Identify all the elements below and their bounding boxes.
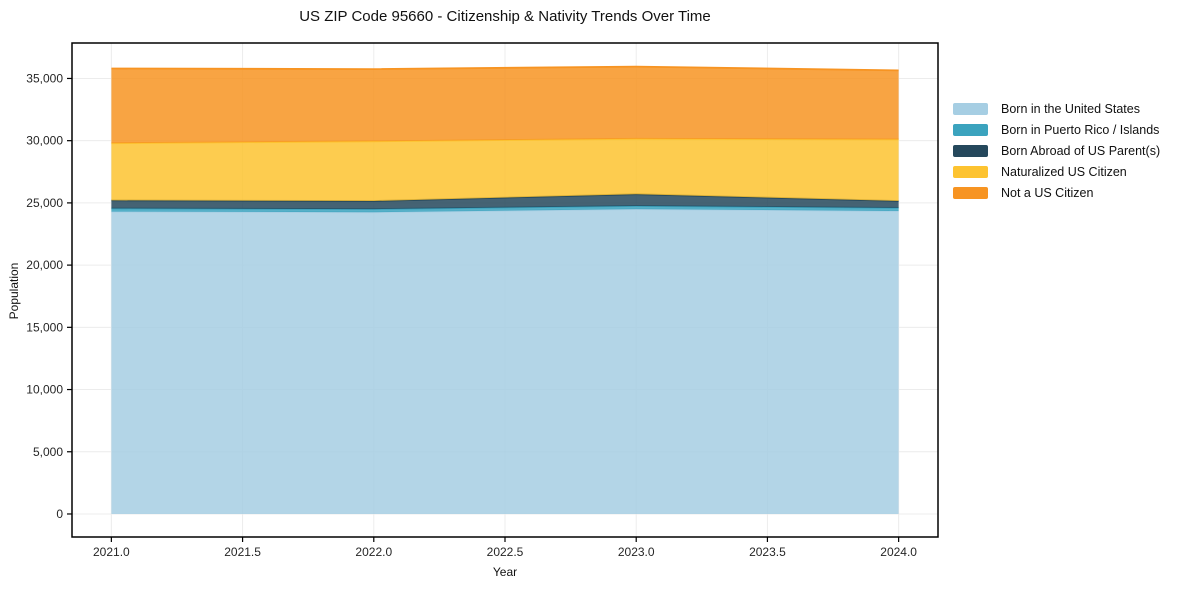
y-tick-label: 30,000 bbox=[26, 134, 63, 148]
area-band-0 bbox=[111, 209, 899, 514]
legend-label: Born in the United States bbox=[1001, 101, 1140, 116]
area-band-1 bbox=[111, 206, 899, 213]
x-tick-label: 2023.0 bbox=[618, 545, 655, 559]
y-tick-label: 15,000 bbox=[26, 320, 63, 334]
y-tick-label: 10,000 bbox=[26, 383, 63, 397]
y-tick-label: 20,000 bbox=[26, 258, 63, 272]
legend-swatch bbox=[953, 186, 988, 199]
x-tick-label: 2022.5 bbox=[487, 545, 524, 559]
legend-item: Born in Puerto Rico / Islands bbox=[953, 122, 1160, 137]
y-tick-label: 35,000 bbox=[26, 71, 63, 85]
legend-swatch bbox=[953, 102, 988, 115]
legend-item: Not a US Citizen bbox=[953, 185, 1160, 200]
area-series bbox=[111, 65, 899, 514]
area-band-3 bbox=[111, 138, 899, 201]
legend: Born in the United States Born in Puerto … bbox=[953, 101, 1161, 200]
legend-item: Born Abroad of US Parent(s) bbox=[953, 143, 1161, 158]
legend-label: Naturalized US Citizen bbox=[1001, 164, 1127, 179]
legend-swatch bbox=[953, 165, 988, 178]
x-tick-label: 2021.5 bbox=[224, 545, 261, 559]
x-tick-label: 2021.0 bbox=[93, 545, 130, 559]
area-edge-4 bbox=[111, 65, 899, 72]
legend-label: Not a US Citizen bbox=[1001, 185, 1094, 200]
x-tick-label: 2022.0 bbox=[355, 545, 392, 559]
area-band-2 bbox=[111, 194, 899, 210]
legend-swatch bbox=[953, 144, 988, 157]
y-axis-label: Population bbox=[7, 262, 21, 320]
legend-swatch bbox=[953, 123, 988, 136]
y-tick-label: 25,000 bbox=[26, 196, 63, 210]
area-band-4 bbox=[111, 66, 899, 144]
x-tick-label: 2023.5 bbox=[749, 545, 786, 559]
y-tick-label: 5,000 bbox=[33, 445, 63, 459]
legend-label: Born in Puerto Rico / Islands bbox=[1001, 122, 1160, 137]
y-tick-label: 0 bbox=[56, 507, 63, 521]
legend-item: Born in the United States bbox=[953, 101, 1160, 116]
x-axis-label: Year bbox=[492, 565, 518, 579]
legend-label: Born Abroad of US Parent(s) bbox=[1001, 143, 1161, 158]
axis-ticks: 2021.0 2021.5 2022.0 2022.5 2023.0 2023.5 2024… bbox=[26, 71, 917, 559]
legend-item: Naturalized US Citizen bbox=[953, 164, 1160, 179]
chart-title: US ZIP Code 95660 - Citizenship & Nativi… bbox=[299, 8, 711, 25]
x-tick-label: 2024.0 bbox=[880, 545, 917, 559]
